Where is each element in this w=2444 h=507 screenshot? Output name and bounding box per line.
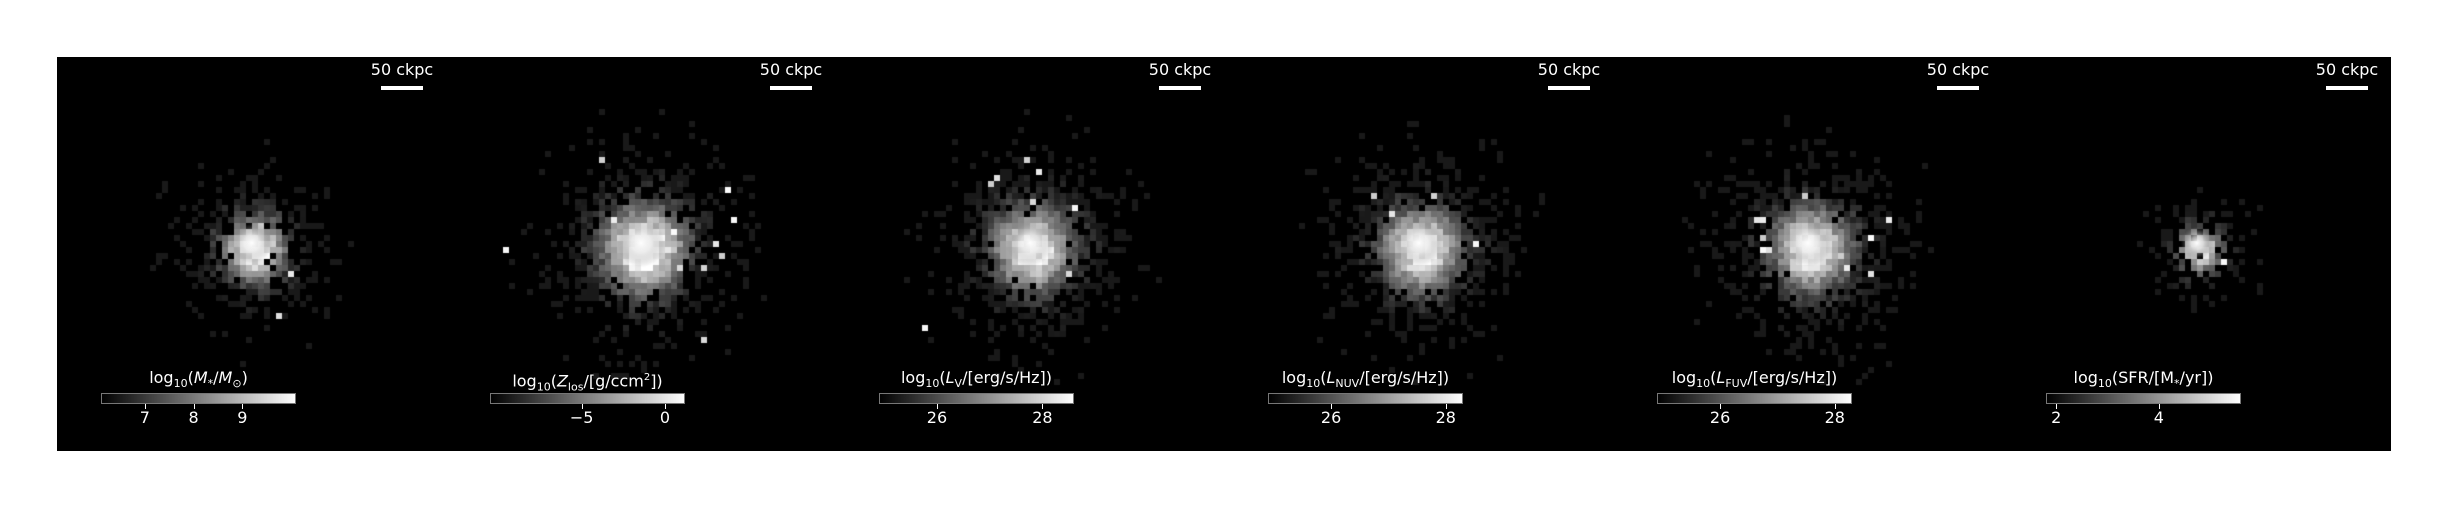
colorbar-title: log10(LNUV/[erg/s/Hz]) [1281,368,1450,391]
sfr-map [2002,57,2391,451]
scale-bar-label: 50 ckpc [1148,60,1212,79]
colorbar-tick [665,404,666,409]
colorbar-title: log10(M*/M⊙) [149,368,248,391]
colorbar-tick-label: 0 [659,408,671,427]
colorbar-tick [1445,404,1447,409]
colorbar-title-variable: L [1326,368,1336,387]
colorbar-title-log-base: 10 [1306,377,1321,391]
colorbar-tick [1834,404,1836,409]
colorbar [101,393,296,404]
colorbar-tick [193,404,195,409]
colorbar-tick [144,404,146,409]
colorbar-title: log10(LFUV/[erg/s/Hz]) [1671,368,1838,391]
colorbar-tick [1042,404,1044,409]
colorbar-tick-label: 26 [926,408,948,427]
colorbar [490,393,685,404]
colorbar-ticks: 26 28 [1268,404,1463,426]
scale-bar [1159,86,1201,90]
colorbar-title: log10(LV/[erg/s/Hz]) [900,368,1053,391]
colorbar-tick-label: 26 [1320,408,1342,427]
fuv-map [1613,57,2002,451]
colorbar [879,393,1074,404]
colorbar-ticks: 26 28 [879,404,1074,426]
colorbar-title-unit-subscript: ⊙ [232,377,242,391]
colorbar-tick [2158,404,2160,409]
colorbar-ticks: 26 28 [1657,404,1852,426]
scale-bar [770,86,812,90]
panel-nuv: 50 ckpc log10(LNUV/[erg/s/Hz]) 26 28 [1224,57,1613,451]
colorbar-tick [936,404,938,409]
colorbar-tick-label: 26 [1709,408,1731,427]
scale-bar [2326,86,2368,90]
colorbar-title-unit-exponent: 2 [643,372,651,383]
colorbar-tick-label: 28 [1435,408,1456,427]
panel-v-band: 50 ckpc log10(LV/[erg/s/Hz]) 26 28 [835,57,1224,451]
colorbar-ticks: −5 0 [490,404,685,426]
scale-bar [381,86,423,90]
scale-bar [1937,86,1979,90]
nuv-map [1224,57,1613,451]
colorbar-tick [242,404,244,409]
colorbar-title-unit: M [218,368,233,387]
colorbar-title-log-base: 10 [536,380,551,394]
colorbar-title-variable-subscript: FUV [1725,377,1748,391]
panel-metallicity: 50 ckpc log10(Zlos/[g/ccm2]) −5 0 [446,57,835,451]
scale-bar-label: 50 ckpc [2315,60,2379,79]
colorbar-title-log-base: 10 [925,377,940,391]
colorbar-tick [2056,404,2058,409]
colorbar-tick-label: −5 [569,408,594,427]
colorbar-tick [581,404,583,409]
stellar-mass-map [57,57,446,451]
colorbar-title-log-base: 10 [1696,377,1711,391]
colorbar-title-variable: Z [556,371,568,391]
colorbar-tick-label: 9 [237,408,248,427]
scale-bar-label: 50 ckpc [759,60,823,79]
panel-fuv: 50 ckpc log10(LFUV/[erg/s/Hz]) 26 28 [1613,57,2002,451]
colorbar-title-variable: M [193,368,208,387]
colorbar-ticks: 7 8 9 [101,404,296,426]
colorbar-title-variable-subscript: NUV [1335,377,1360,391]
colorbar [2046,393,2241,404]
colorbar [1657,393,1852,404]
scale-bar [1548,86,1590,90]
colorbar-tick-label: 4 [2153,408,2164,427]
scale-bar-label: 50 ckpc [1926,60,1990,79]
colorbar-title-variable-subscript: los [567,380,584,394]
colorbar-title: log10(SFR/[M*/yr]) [2073,368,2214,391]
colorbar-title-variable-subscript: * [207,377,214,391]
metallicity-map [446,57,835,451]
colorbar [1268,393,1463,404]
colorbar-title-variable-subscript: * [2174,377,2180,391]
colorbar-title: log10(Zlos/[g/ccm2]) [512,371,663,394]
colorbar-title-variable: L [945,368,955,387]
colorbar-tick-label: 7 [139,408,150,427]
panel-strip: 50 ckpc log10(M*/M⊙) 7 8 9 50 ckpc log10(Z… [57,57,2391,451]
colorbar-title-log-base: 10 [173,377,188,391]
colorbar-tick-label: 2 [2051,408,2062,427]
v-band-map [835,57,1224,451]
panel-stellar-mass: 50 ckpc log10(M*/M⊙) 7 8 9 [57,57,446,451]
colorbar-tick-label: 8 [188,408,199,427]
colorbar-tick-label: 28 [1824,408,1845,427]
colorbar-title-variable-subscript: V [954,377,963,391]
scale-bar-label: 50 ckpc [370,60,434,79]
colorbar-tick-label: 28 [1032,408,1053,427]
colorbar-title-log-base: 10 [2097,377,2112,391]
scale-bar-label: 50 ckpc [1537,60,1601,79]
colorbar-title-variable: L [1716,368,1726,387]
colorbar-tick [1331,404,1333,409]
colorbar-tick [1720,404,1722,409]
